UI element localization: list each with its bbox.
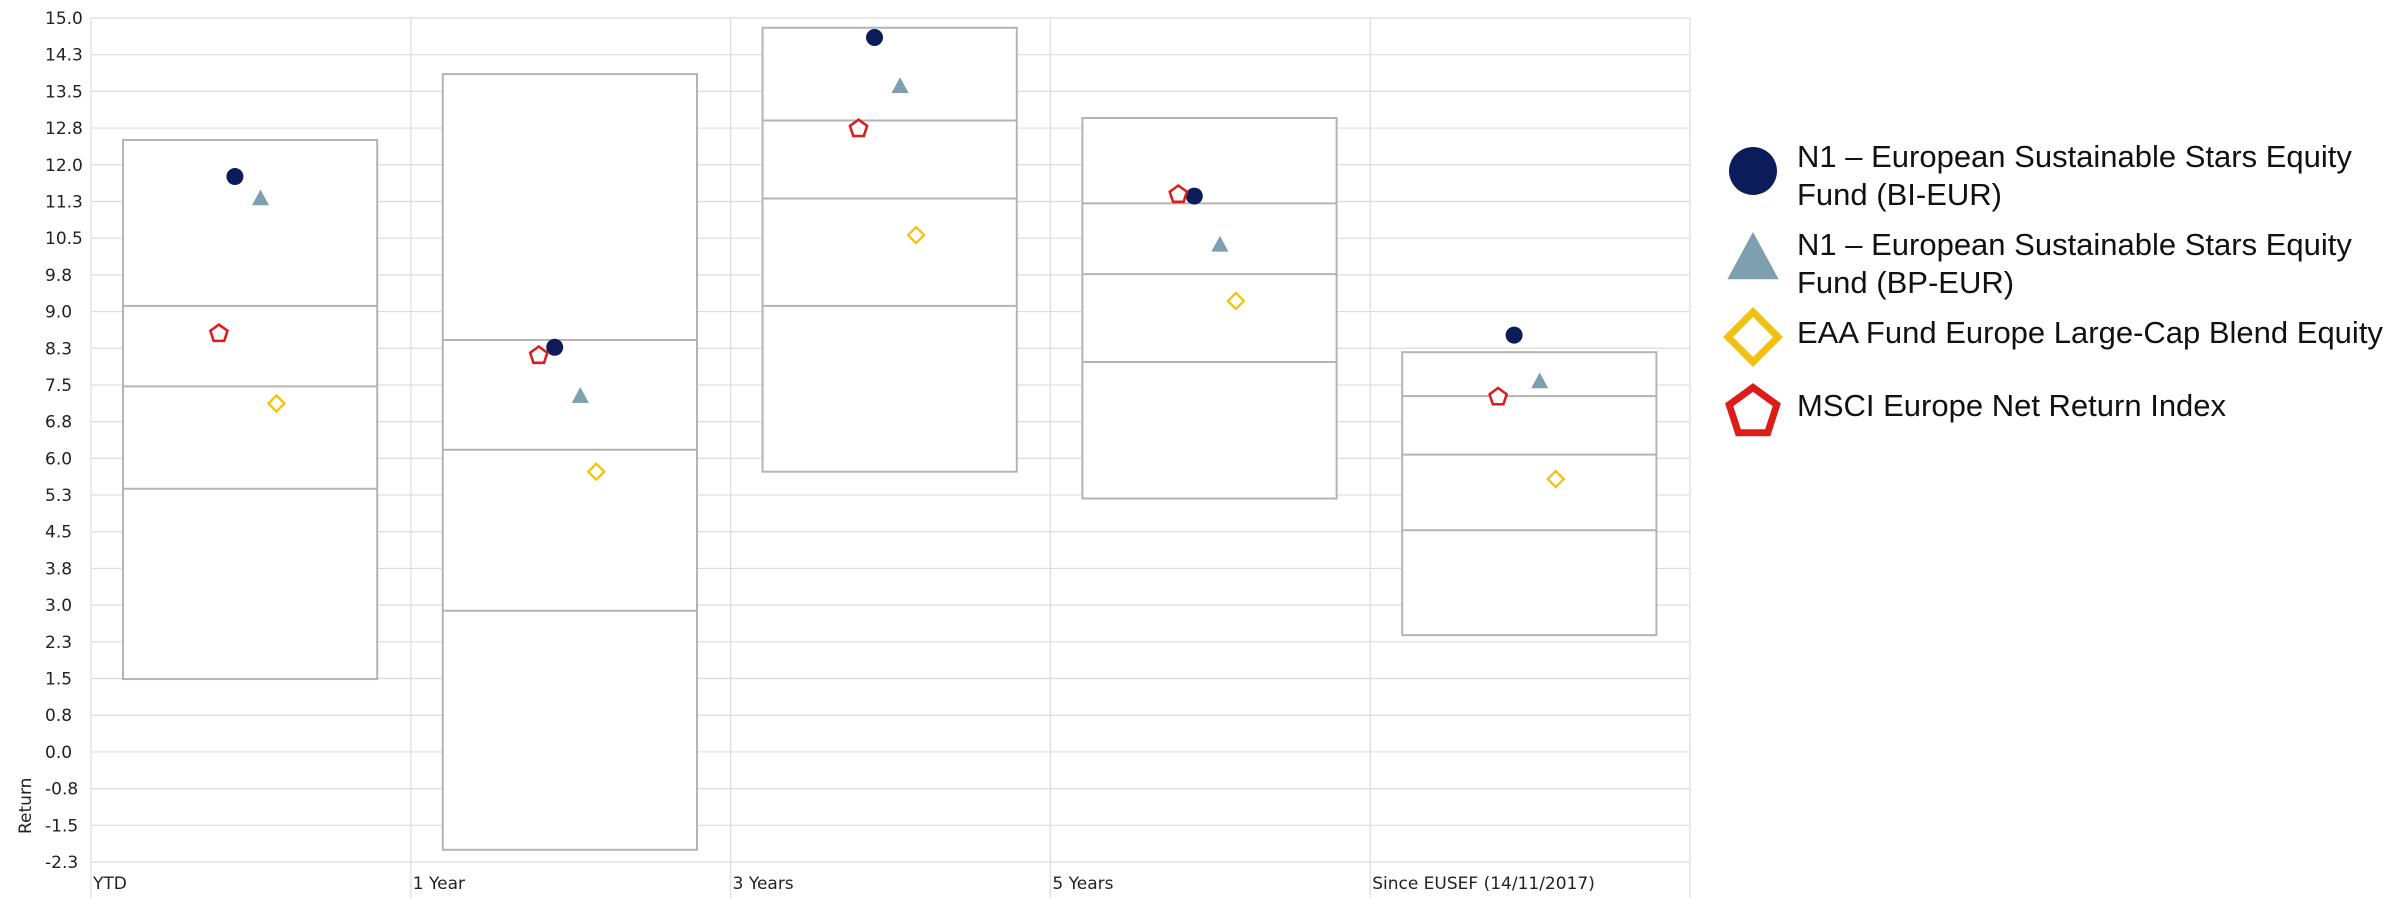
circle-point — [1505, 326, 1523, 344]
data-points — [208, 29, 1566, 489]
legend-item-circle: N1 – European Sustainable Stars EquityFu… — [1729, 139, 2352, 212]
legend-item-triangle: N1 – European Sustainable Stars EquityFu… — [1727, 227, 2352, 300]
circle-point — [226, 168, 244, 186]
y-tick-label: 6.8 — [45, 413, 72, 433]
y-tick-label: 14.3 — [45, 46, 83, 66]
box-plots — [121, 26, 1658, 851]
diamond-legend-icon — [1723, 307, 1783, 367]
y-tick-label: 4.5 — [45, 523, 72, 543]
box-outline — [441, 73, 699, 851]
legend-label: N1 – European Sustainable Stars Equity — [1797, 227, 2352, 262]
triangle-point — [891, 77, 909, 94]
pentagon-legend-icon — [1725, 383, 1781, 437]
legend-item-diamond: EAA Fund Europe Large-Cap Blend Equity — [1723, 307, 2383, 367]
y-tick-label: 6.0 — [45, 449, 72, 469]
box-3-years — [761, 26, 1018, 473]
y-tick-label: -1.5 — [45, 816, 78, 836]
triangle-legend-icon — [1727, 232, 1779, 280]
x-tick-labels: YTD 1 Year 3 Years 5 Years Since EUSEF (14/1… — [92, 874, 1595, 894]
pentagon-point — [848, 118, 869, 138]
box-ytd — [121, 138, 379, 681]
y-tick-label: 12.8 — [45, 119, 83, 139]
circle-point — [866, 29, 884, 47]
x-tick-label: YTD — [92, 874, 127, 894]
y-tick-label: -2.3 — [45, 853, 78, 873]
diamond-point — [1546, 469, 1566, 489]
box-outline — [1081, 117, 1338, 500]
circle-point — [1185, 187, 1203, 205]
legend-label: Fund (BI-EUR) — [1797, 177, 2002, 212]
box-since-eusef-14-11-2017 — [1401, 351, 1658, 637]
y-tick-label: -0.8 — [45, 780, 78, 800]
x-tick-label: Since EUSEF (14/11/2017) — [1372, 874, 1595, 894]
diamond-point — [586, 462, 606, 482]
y-tick-label: 9.0 — [45, 303, 72, 323]
pentagon-point — [1488, 386, 1509, 406]
y-axis-label: Return — [16, 778, 36, 834]
box-outline — [121, 138, 379, 681]
legend-label: Fund (BP-EUR) — [1797, 265, 2014, 300]
triangle-point — [571, 387, 589, 403]
y-tick-label: 0.8 — [45, 706, 72, 726]
legend-label: MSCI Europe Net Return Index — [1797, 388, 2227, 423]
y-tick-label: 7.5 — [45, 376, 72, 396]
box-outline — [1401, 351, 1658, 637]
y-tick-label: 15.0 — [45, 9, 83, 29]
triangle-point — [251, 189, 270, 206]
y-tick-label: 12.0 — [45, 156, 83, 176]
box-1-year — [441, 73, 699, 851]
diamond-point — [906, 225, 926, 245]
y-tick-label: 13.5 — [45, 82, 83, 102]
legend-label: EAA Fund Europe Large-Cap Blend Equity — [1797, 315, 2383, 350]
y-tick-label: 8.3 — [45, 339, 72, 359]
pentagon-point — [208, 323, 229, 343]
diamond-point — [266, 393, 287, 413]
circle-legend-icon — [1729, 147, 1777, 195]
y-tick-label: 1.5 — [45, 670, 72, 690]
y-tick-label: 3.0 — [45, 596, 72, 616]
legend: N1 – European Sustainable Stars EquityFu… — [1723, 139, 2383, 437]
legend-item-pentagon: MSCI Europe Net Return Index — [1725, 383, 2227, 437]
y-tick-label: 3.8 — [45, 559, 72, 579]
box-outline — [761, 26, 1018, 473]
x-tick-label: 5 Years — [1052, 874, 1113, 894]
box-5-years — [1081, 117, 1338, 500]
pentagon-point — [1168, 183, 1189, 204]
triangle-point — [1531, 372, 1549, 389]
y-tick-label: 11.3 — [45, 192, 83, 212]
y-tick-labels: 15.0 14.3 13.5 12.8 12.0 11.3 10.5 9.8 9.0 8.3 7.5… — [45, 9, 83, 873]
x-tick-label: 1 Year — [413, 874, 465, 894]
y-tick-label: 0.0 — [45, 743, 72, 763]
pentagon-point — [528, 344, 549, 365]
y-tick-label: 5.3 — [45, 486, 72, 506]
y-tick-label: 2.3 — [45, 633, 72, 653]
y-tick-label: 9.8 — [45, 266, 72, 286]
x-tick-label: 3 Years — [733, 874, 794, 894]
triangle-point — [1211, 235, 1229, 252]
legend-label: N1 – European Sustainable Stars Equity — [1797, 139, 2352, 174]
diamond-point — [1226, 291, 1246, 311]
circle-point — [546, 338, 564, 356]
y-tick-label: 10.5 — [45, 229, 83, 249]
